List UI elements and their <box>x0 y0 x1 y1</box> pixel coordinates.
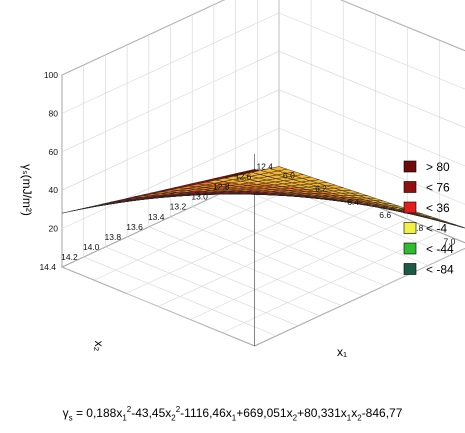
axes-box <box>60 0 465 347</box>
x-tick-label: 6.4 <box>347 197 359 207</box>
grid-line <box>170 216 364 296</box>
z-tick-label: 20 <box>49 224 59 234</box>
x-tick-label: 6.6 <box>379 210 391 220</box>
equation-t5-mid: x <box>351 406 358 420</box>
legend-label: > 80 <box>426 160 450 174</box>
legend-label: < -84 <box>426 263 454 277</box>
grid-line <box>105 246 299 327</box>
legend-swatch <box>403 160 417 173</box>
x-tick-label: 6.8 <box>411 223 423 233</box>
y-tick-label: 12.4 <box>256 162 273 172</box>
equation-rhs: = 0,188x <box>72 406 123 420</box>
equation-t1-sup: 2 <box>126 405 132 414</box>
grid-line <box>61 266 255 347</box>
equation-t1-sub: 1 <box>122 413 127 423</box>
legend-swatch <box>403 181 417 193</box>
y-tick-label: 14.2 <box>61 252 78 262</box>
equation-t2-sup: 2 <box>175 405 181 414</box>
grid-line <box>148 226 342 306</box>
legend-swatch <box>403 222 417 234</box>
y-tick-label: 13.8 <box>105 232 122 242</box>
x-tick-label: 6.2 <box>315 184 327 194</box>
grid-line <box>235 186 429 266</box>
grid-line <box>192 206 385 286</box>
grid-line <box>126 236 320 317</box>
z-axis-label: γₛ(mJ/m²) <box>20 164 34 216</box>
y-tick-label: 13.0 <box>191 192 208 202</box>
equation-t5: +80,331x <box>297 406 347 420</box>
equation-t5-sub2: 2 <box>357 413 362 423</box>
grid-line <box>213 196 407 276</box>
x-axis-label: x₁ <box>337 345 347 359</box>
equation-lhs-sub: s <box>68 413 73 423</box>
legend-swatch <box>403 263 417 275</box>
legend-label: < -44 <box>426 242 454 256</box>
x-tick-label: 7.0 <box>444 236 456 246</box>
equation-t4-sub: 2 <box>292 413 298 423</box>
legend-label: < 76 <box>426 181 450 195</box>
legend-label: < 36 <box>426 201 450 215</box>
legend-swatch <box>403 242 417 255</box>
x-tick-label: 6.0 <box>283 171 295 181</box>
z-tick-label: 40 <box>49 185 59 195</box>
equation-t3-sub: 1 <box>231 413 237 423</box>
equation: γs = 0,188x12-43,45x22-1116,46x1+669,051… <box>0 405 465 422</box>
z-tick-label: 80 <box>49 108 59 118</box>
surface-cell <box>269 166 288 172</box>
equation-t6: -846,77 <box>361 406 403 420</box>
y-tick-label: 14.0 <box>83 242 100 252</box>
z-tick-label: 60 <box>49 147 59 157</box>
y-tick-label: 13.6 <box>126 222 143 232</box>
equation-t4: +669,051x <box>236 406 293 420</box>
equation-t5-sub1: 1 <box>346 413 352 423</box>
surface-mesh <box>61 166 465 229</box>
equation-t2-sub: 2 <box>171 413 176 423</box>
y-tick-label: 13.4 <box>148 212 165 222</box>
y-tick-label: 12.8 <box>213 182 230 192</box>
equation-t3: -1116,46x <box>180 406 232 420</box>
legend-swatch <box>403 201 417 214</box>
equation-t2: -43,45x <box>131 406 172 420</box>
legend-label: < -4 <box>426 222 447 236</box>
y-tick-label: 14.4 <box>39 262 56 272</box>
equation-lhs: γ <box>62 406 69 420</box>
z-tick-label: 100 <box>44 70 58 80</box>
y-tick-label: 12.6 <box>235 172 252 182</box>
y-axis-label: x₂ <box>92 341 106 352</box>
axis-ticks: 20 40 60 80 100 12.4 12.6 12.8 13.0 13.2 13.4 13.6 1… <box>39 70 456 272</box>
legend: > 80 < 76 < 36 < -4 < -44 < -84 <box>403 160 454 277</box>
grid-line <box>83 256 277 337</box>
y-tick-label: 13.2 <box>170 202 187 212</box>
